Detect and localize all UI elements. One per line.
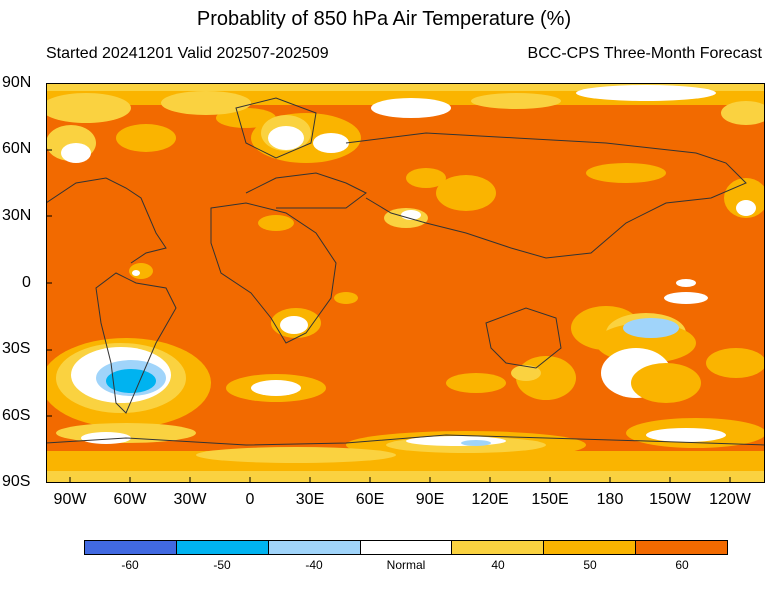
australia-coast <box>485 307 562 369</box>
antarctica-coast <box>46 434 765 446</box>
colorbar-swatch <box>85 541 177 554</box>
colorbar <box>84 540 728 555</box>
lon-label: 150W <box>649 491 691 508</box>
lat-label: 90N <box>2 74 32 91</box>
lon-label: 90W <box>53 491 87 508</box>
colorbar-swatch <box>360 541 453 554</box>
colorbar-label: -40 <box>305 558 323 572</box>
lat-label: 30N <box>2 207 32 224</box>
coastlines <box>46 97 765 446</box>
africa-coast <box>210 202 337 344</box>
lat-label: 60N <box>2 140 32 157</box>
south-america-coast <box>95 272 177 414</box>
asia-coast <box>345 132 747 259</box>
colorbar-label: 60 <box>675 558 689 572</box>
colorbar-swatch <box>544 541 637 554</box>
lon-label: 60W <box>113 491 147 508</box>
lat-label: 60S <box>2 407 31 424</box>
probability-map <box>46 83 765 483</box>
lon-label: 0 <box>245 491 255 508</box>
colorbar-label: Normal <box>386 558 426 572</box>
forecast-source: BCC-CPS Three-Month Forecast <box>527 45 762 62</box>
lon-label: 180 <box>596 491 624 508</box>
lat-label: 90S <box>2 473 31 490</box>
antarctic-band <box>46 418 765 483</box>
greenland-coast <box>235 97 317 159</box>
map-frame <box>46 83 765 483</box>
lon-label: 90E <box>415 491 445 508</box>
map-canvas <box>46 83 765 483</box>
colorbar-swatch <box>268 541 361 554</box>
colorbar-label: 40 <box>491 558 505 572</box>
colorbar-label: 50 <box>583 558 597 572</box>
lon-label: 30E <box>295 491 325 508</box>
lon-label: 150E <box>531 491 569 508</box>
colorbar-swatch <box>452 541 545 554</box>
lon-label: 30W <box>173 491 207 508</box>
europe-coast <box>245 172 367 209</box>
map-title: Probablity of 850 hPa Air Temperature (%… <box>196 8 572 30</box>
lon-label: 120E <box>471 491 509 508</box>
south-atlantic-patches <box>46 338 765 428</box>
lat-label: 30S <box>2 340 31 357</box>
north-america-coast <box>46 177 167 264</box>
lon-label: 60E <box>355 491 385 508</box>
colorbar-label: -50 <box>213 558 231 572</box>
colorbar-swatch <box>176 541 269 554</box>
lat-label: 0 <box>22 274 31 291</box>
north-patches <box>46 91 765 231</box>
lon-label: 120W <box>709 491 751 508</box>
colorbar-swatch <box>636 541 728 554</box>
forecast-dates: Started 20241201 Valid 202507-202509 <box>46 45 329 62</box>
colorbar-label: -60 <box>121 558 139 572</box>
